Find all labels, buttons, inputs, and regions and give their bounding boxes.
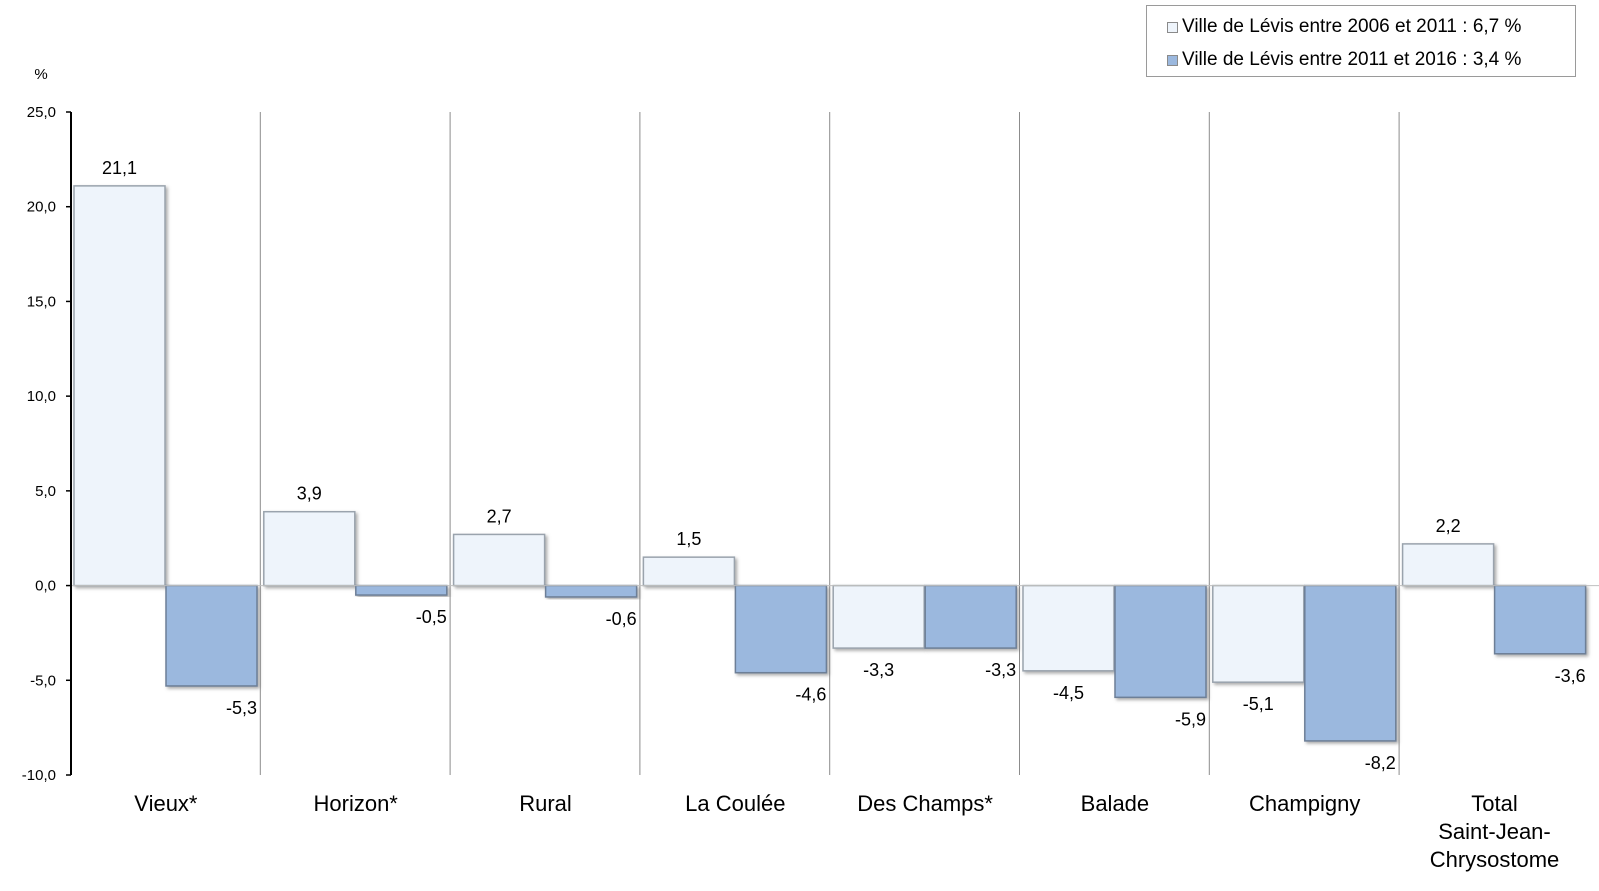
- data-label-series-1-4: -3,3: [863, 660, 894, 680]
- data-label-series-2-4: -3,3: [985, 660, 1016, 680]
- labels-group: 21,1 3,9 2,7 1,5 -3,3 -4,5 -5,1 2,2 -5,3 -0,5 -0,6…: [102, 158, 1586, 872]
- bar-series-2-7: [1493, 584, 1587, 655]
- y-tick-label: -10,0: [22, 767, 56, 784]
- category-label-1: Horizon*: [314, 791, 399, 816]
- category-label-6: Champigny: [1249, 791, 1360, 816]
- legend-swatch-series-1: [1167, 21, 1178, 33]
- bar-series-1-6: [1212, 584, 1305, 683]
- legend-swatch-series-2: [1167, 54, 1178, 66]
- y-tick-label: 15,0: [27, 293, 56, 310]
- y-axis: 25,0 20,0 15,0 10,0 5,0 0,0 -5,0 -10,0: [22, 104, 1599, 784]
- category-label-3: La Coulée: [685, 791, 785, 816]
- data-label-series-2-5: -5,9: [1175, 709, 1206, 729]
- data-label-series-1-0: 21,1: [102, 158, 137, 178]
- category-label-5: Balade: [1081, 791, 1150, 816]
- category-label-7: Total Saint-Jean-Chrysostome: [1430, 791, 1560, 872]
- data-label-series-2-3: -4,6: [795, 685, 826, 705]
- bars-group: [73, 185, 1587, 742]
- data-label-series-2-0: -5,3: [226, 698, 257, 718]
- data-label-series-2-6: -8,2: [1365, 753, 1396, 773]
- bar-series-1-3: [642, 556, 736, 587]
- bar-series-1-2: [452, 533, 546, 587]
- legend-item-series-1: Ville de Lévis entre 2006 et 2011 : 6,7 …: [1167, 16, 1521, 38]
- bar-series-2-4: [924, 584, 1017, 649]
- data-label-series-2-2: -0,6: [606, 609, 637, 629]
- category-label-4: Des Champs*: [857, 791, 993, 816]
- legend-label-series-2: Ville de Lévis entre 2011 et 2016 : 3,4 …: [1182, 49, 1522, 70]
- y-tick-label: 25,0: [27, 104, 56, 121]
- bar-series-1-7: [1401, 543, 1495, 587]
- legend: Ville de Lévis entre 2006 et 2011 : 6,7 …: [1146, 5, 1576, 77]
- data-label-series-2-1: -0,5: [416, 607, 447, 627]
- bar-series-2-2: [544, 584, 638, 598]
- bar-series-2-0: [165, 584, 258, 687]
- bar-series-2-5: [1114, 584, 1207, 699]
- data-label-series-1-1: 3,9: [297, 484, 322, 504]
- bar-series-1-4: [832, 584, 925, 649]
- category-gridlines: [259, 112, 1400, 775]
- data-label-series-2-7: -3,6: [1555, 666, 1586, 686]
- bar-series-2-1: [355, 584, 448, 596]
- bar-series-1-1: [263, 510, 356, 587]
- y-tick-label: -5,0: [30, 672, 56, 689]
- data-label-series-1-2: 2,7: [487, 506, 512, 526]
- bar-series-1-5: [1022, 584, 1115, 672]
- data-label-series-1-6: -5,1: [1243, 694, 1274, 714]
- y-tick-label: 20,0: [27, 199, 56, 216]
- y-tick-label: 5,0: [35, 483, 56, 500]
- bar-series-2-6: [1304, 584, 1397, 742]
- data-label-series-1-5: -4,5: [1053, 683, 1084, 703]
- data-label-series-1-3: 1,5: [676, 529, 701, 549]
- y-tick-label: 10,0: [27, 388, 56, 405]
- y-tick-label: 0,0: [35, 578, 56, 595]
- legend-item-series-2: Ville de Lévis entre 2011 et 2016 : 3,4 …: [1167, 49, 1521, 71]
- bar-series-2-3: [734, 584, 828, 674]
- category-label-2: Rural: [519, 791, 572, 816]
- category-label-0: Vieux*: [134, 791, 198, 816]
- y-axis-label: %: [34, 66, 47, 83]
- data-label-series-1-7: 2,2: [1436, 516, 1461, 536]
- bar-series-1-0: [73, 185, 166, 587]
- legend-label-series-1: Ville de Lévis entre 2006 et 2011 : 6,7 …: [1182, 16, 1522, 37]
